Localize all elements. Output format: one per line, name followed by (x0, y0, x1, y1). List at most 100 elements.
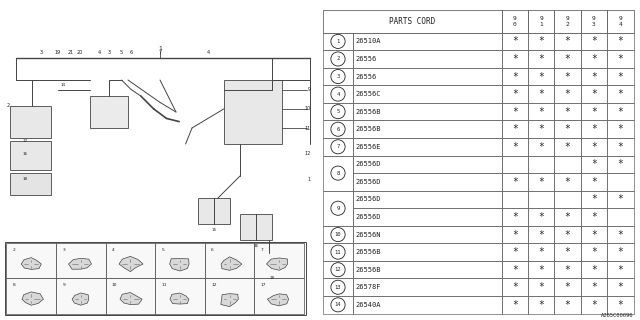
Bar (502, 278, 528, 296)
Bar (323, 103, 353, 120)
Text: *: * (564, 177, 570, 187)
Bar (554, 296, 580, 314)
Text: *: * (564, 72, 570, 82)
Text: 26510A: 26510A (356, 38, 381, 44)
Bar (607, 68, 634, 85)
Text: *: * (512, 36, 518, 46)
Text: *: * (618, 54, 623, 64)
Bar (353, 296, 502, 314)
Text: *: * (538, 107, 544, 117)
Text: *: * (591, 54, 597, 64)
Bar (353, 191, 502, 208)
Text: *: * (538, 89, 544, 99)
Bar (554, 10, 580, 33)
Bar (528, 33, 554, 50)
Text: 3: 3 (108, 50, 110, 55)
Text: *: * (618, 36, 623, 46)
Text: *: * (538, 177, 544, 187)
Bar (56, 278, 106, 314)
Text: 7: 7 (159, 50, 161, 55)
Bar (580, 120, 607, 138)
Text: 17: 17 (261, 283, 266, 287)
Text: *: * (564, 265, 570, 275)
Bar (502, 296, 528, 314)
Bar (528, 120, 554, 138)
Text: *: * (618, 72, 623, 82)
Text: *: * (564, 212, 570, 222)
Bar (502, 33, 528, 50)
Bar (580, 226, 607, 244)
Polygon shape (221, 294, 238, 307)
Text: *: * (618, 195, 623, 204)
Polygon shape (221, 257, 242, 270)
Bar (323, 68, 353, 85)
Bar (607, 120, 634, 138)
Bar (90, 96, 128, 128)
Text: 9: 9 (307, 87, 310, 92)
Bar (353, 33, 502, 50)
Text: *: * (538, 282, 544, 292)
Bar (554, 244, 580, 261)
Text: *: * (591, 212, 597, 222)
Text: 8: 8 (13, 283, 15, 287)
Bar (607, 138, 634, 156)
Text: *: * (512, 282, 518, 292)
Bar (528, 138, 554, 156)
Text: 7: 7 (261, 248, 264, 252)
Bar (607, 85, 634, 103)
Bar (528, 156, 554, 173)
Bar (323, 191, 353, 226)
Bar (580, 191, 607, 208)
Bar (6, 278, 56, 314)
Text: *: * (564, 229, 570, 240)
Bar (502, 156, 528, 173)
Polygon shape (22, 292, 44, 305)
Text: 26578F: 26578F (356, 284, 381, 290)
Text: 11: 11 (335, 250, 341, 255)
Text: 14: 14 (61, 83, 66, 87)
Text: 4: 4 (207, 50, 209, 55)
Bar (502, 244, 528, 261)
Text: *: * (591, 282, 597, 292)
Text: *: * (591, 195, 597, 204)
Bar (554, 156, 580, 173)
Text: *: * (618, 247, 623, 257)
Bar (353, 261, 502, 278)
Bar (528, 10, 554, 33)
Bar (554, 261, 580, 278)
Text: 11: 11 (304, 125, 310, 131)
Bar (528, 296, 554, 314)
Bar (528, 173, 554, 191)
Bar (554, 138, 580, 156)
Bar (554, 120, 580, 138)
Text: 26556B: 26556B (356, 249, 381, 255)
Bar (554, 68, 580, 85)
Bar (353, 278, 502, 296)
Text: 26556: 26556 (356, 56, 377, 62)
Text: *: * (564, 107, 570, 117)
Bar (528, 50, 554, 68)
Text: *: * (591, 229, 597, 240)
Text: 26556D: 26556D (356, 161, 381, 167)
Polygon shape (268, 294, 289, 306)
Bar (528, 244, 554, 261)
Bar (106, 243, 156, 278)
Text: 19: 19 (54, 50, 61, 55)
Bar (323, 296, 353, 314)
Text: *: * (618, 107, 623, 117)
Text: 26556E: 26556E (356, 144, 381, 150)
Text: 26556B: 26556B (356, 267, 381, 273)
Text: *: * (591, 124, 597, 134)
Text: 7: 7 (337, 144, 340, 149)
Bar (607, 296, 634, 314)
Text: PARTS CORD: PARTS CORD (389, 17, 436, 26)
Bar (502, 226, 528, 244)
Bar (528, 85, 554, 103)
Text: *: * (564, 142, 570, 152)
Text: 5: 5 (337, 109, 340, 114)
Text: 26540A: 26540A (356, 302, 381, 308)
Bar (10, 141, 51, 170)
Text: 26556B: 26556B (356, 109, 381, 115)
Text: 1: 1 (307, 177, 310, 182)
Bar (580, 10, 607, 33)
